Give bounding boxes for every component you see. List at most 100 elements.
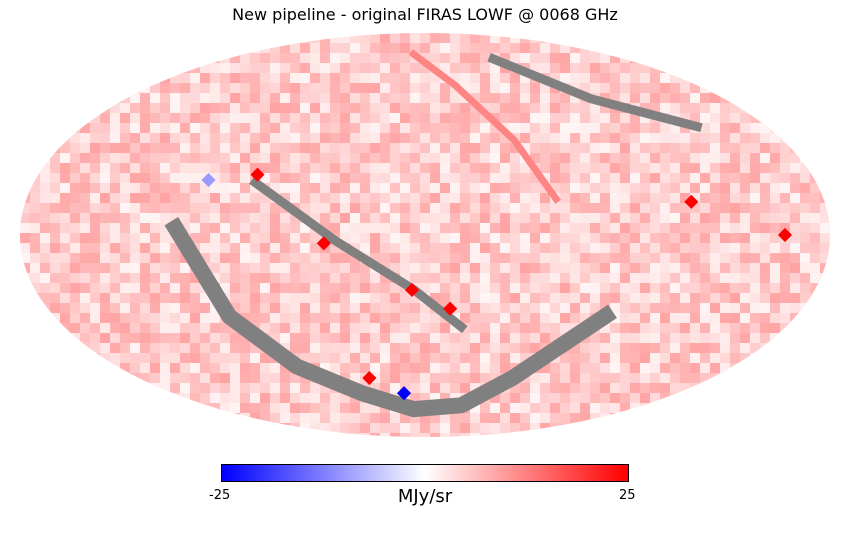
map-pixel <box>220 163 231 174</box>
map-pixel <box>320 323 331 334</box>
map-pixel <box>660 313 671 324</box>
map-pixel <box>350 83 361 94</box>
map-pixel <box>750 53 761 64</box>
map-pixel <box>650 163 661 174</box>
map-pixel <box>220 133 231 144</box>
map-pixel <box>510 283 521 294</box>
map-pixel <box>800 93 811 104</box>
map-pixel <box>810 243 821 254</box>
map-pixel <box>280 233 291 244</box>
map-pixel <box>190 63 201 74</box>
map-pixel <box>300 303 311 314</box>
map-pixel <box>720 113 731 124</box>
map-pixel <box>780 273 791 284</box>
map-pixel <box>100 433 111 437</box>
map-pixel <box>600 253 611 264</box>
map-pixel <box>310 243 321 254</box>
map-pixel <box>310 123 321 134</box>
map-pixel <box>580 43 591 54</box>
map-pixel <box>800 213 811 224</box>
map-pixel <box>230 33 241 44</box>
map-pixel <box>680 273 691 284</box>
map-pixel <box>530 103 541 114</box>
map-pixel <box>150 263 161 274</box>
map-pixel <box>100 383 111 394</box>
map-pixel <box>280 163 291 174</box>
map-pixel <box>790 413 801 424</box>
map-pixel <box>310 53 321 64</box>
map-pixel <box>730 183 741 194</box>
map-pixel <box>300 383 311 394</box>
map-pixel <box>700 363 711 374</box>
map-pixel <box>810 383 821 394</box>
map-pixel <box>550 253 561 264</box>
map-pixel <box>560 213 571 224</box>
map-pixel <box>310 183 321 194</box>
map-pixel <box>470 273 481 284</box>
map-pixel <box>230 53 241 64</box>
map-pixel <box>680 163 691 174</box>
map-pixel <box>100 273 111 284</box>
map-pixel <box>390 383 401 394</box>
map-pixel <box>450 243 461 254</box>
map-pixel <box>240 73 251 84</box>
map-pixel <box>230 183 241 194</box>
map-pixel <box>30 413 41 424</box>
map-pixel <box>720 433 731 437</box>
map-pixel <box>470 363 481 374</box>
map-pixel <box>600 283 611 294</box>
map-pixel <box>580 123 591 134</box>
map-pixel <box>530 263 541 274</box>
map-pixel <box>250 423 261 434</box>
map-pixel <box>690 323 701 334</box>
map-pixel <box>310 353 321 364</box>
map-pixel <box>370 173 381 184</box>
map-pixel <box>630 423 641 434</box>
map-pixel <box>640 263 651 274</box>
map-pixel <box>760 203 771 214</box>
map-pixel <box>30 293 41 304</box>
map-pixel <box>790 233 801 244</box>
map-pixel <box>740 263 751 274</box>
map-pixel <box>780 313 791 324</box>
map-pixel <box>590 383 601 394</box>
map-pixel <box>470 133 481 144</box>
map-pixel <box>650 33 661 44</box>
map-pixel <box>720 193 731 204</box>
map-pixel <box>530 383 541 394</box>
map-pixel <box>800 283 811 294</box>
map-pixel <box>650 173 661 184</box>
map-pixel <box>200 383 211 394</box>
map-pixel <box>460 203 471 214</box>
map-pixel <box>320 33 331 44</box>
map-pixel <box>250 283 261 294</box>
map-pixel <box>380 63 391 74</box>
map-pixel <box>560 43 571 54</box>
map-pixel <box>610 393 621 404</box>
map-pixel <box>480 73 491 84</box>
map-pixel <box>590 263 601 274</box>
map-pixel <box>490 213 501 224</box>
map-pixel <box>350 113 361 124</box>
map-pixel <box>460 223 471 234</box>
map-pixel <box>550 373 561 384</box>
map-pixel <box>430 323 441 334</box>
map-pixel <box>420 173 431 184</box>
map-pixel <box>330 33 341 44</box>
map-pixel <box>100 93 111 104</box>
map-pixel <box>40 383 51 394</box>
map-pixel <box>270 113 281 124</box>
map-pixel <box>30 353 41 364</box>
map-pixel <box>20 253 31 264</box>
map-pixel <box>440 173 451 184</box>
map-pixel <box>50 253 61 264</box>
map-pixel <box>380 163 391 174</box>
map-pixel <box>550 323 561 334</box>
map-pixel <box>470 243 481 254</box>
map-pixel <box>620 83 631 94</box>
map-pixel <box>370 413 381 424</box>
map-pixel <box>710 83 721 94</box>
map-pixel <box>20 243 31 254</box>
map-pixel <box>50 213 61 224</box>
map-pixel <box>130 293 141 304</box>
